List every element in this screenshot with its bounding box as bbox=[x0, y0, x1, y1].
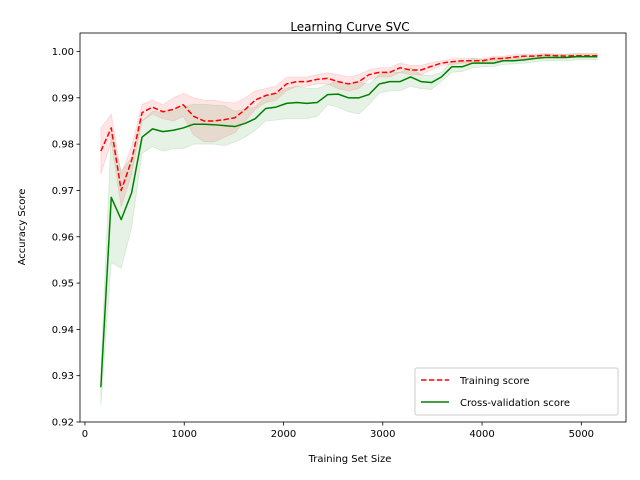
x-tick-label: 2000 bbox=[271, 429, 296, 440]
legend-box bbox=[414, 367, 619, 416]
y-tick-label: 0.96 bbox=[52, 232, 74, 243]
y-axis-label: Accuracy Score bbox=[17, 189, 28, 266]
cross-validation-score-band bbox=[100, 52, 598, 406]
legend-cv-label: Cross-validation score bbox=[460, 398, 570, 409]
chart-title: Learning Curve SVC bbox=[290, 20, 409, 34]
y-tick-label: 0.99 bbox=[52, 93, 74, 104]
y-tick-label: 0.97 bbox=[52, 186, 74, 197]
x-tick-label: 1000 bbox=[172, 429, 197, 440]
y-tick-label: 0.98 bbox=[52, 140, 74, 151]
y-tick-label: 0.93 bbox=[52, 371, 74, 382]
y-tick-label: 0.95 bbox=[52, 279, 74, 290]
series-lines bbox=[100, 54, 598, 388]
y-tick-label: 0.94 bbox=[52, 325, 74, 336]
x-axis-label: Training Set Size bbox=[308, 454, 392, 465]
x-axis: 0 1000 2000 3000 4000 5000 bbox=[82, 422, 594, 440]
y-tick-label: 1.00 bbox=[52, 47, 74, 58]
y-axis: 0.92 0.93 0.94 0.95 0.96 0.97 0.98 0.99 1.00 bbox=[52, 47, 80, 429]
legend-training-label: Training score bbox=[459, 376, 530, 387]
cross-validation-score-points bbox=[100, 56, 598, 388]
x-tick-label: 4000 bbox=[469, 429, 494, 440]
plot-frame bbox=[79, 32, 627, 423]
x-tick-label: 5000 bbox=[569, 429, 594, 440]
training-score-points bbox=[100, 55, 598, 191]
x-tick-label: 3000 bbox=[370, 429, 395, 440]
legend: Training score Cross-validation score bbox=[414, 367, 619, 416]
y-tick-label: 0.92 bbox=[52, 418, 74, 429]
x-tick-label: 0 bbox=[82, 429, 88, 440]
